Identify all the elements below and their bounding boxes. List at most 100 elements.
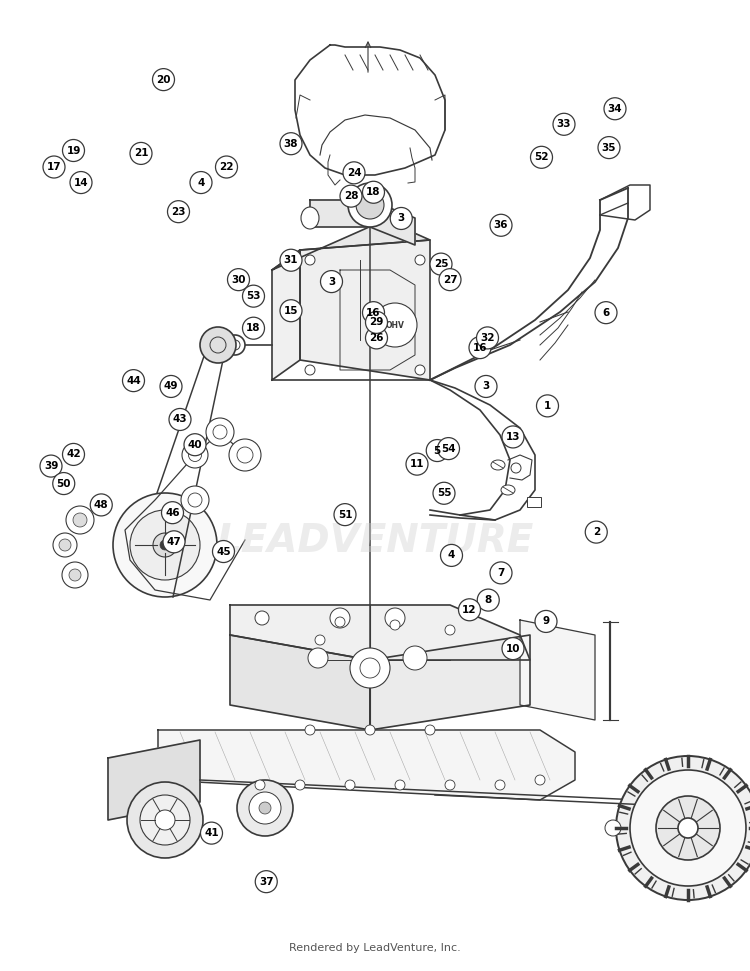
Text: 9: 9 xyxy=(542,617,550,626)
Circle shape xyxy=(616,756,750,900)
Text: 19: 19 xyxy=(66,146,81,155)
Polygon shape xyxy=(158,730,575,800)
Text: 47: 47 xyxy=(166,537,182,547)
Circle shape xyxy=(390,208,412,229)
Circle shape xyxy=(445,780,455,790)
Circle shape xyxy=(206,418,234,446)
Circle shape xyxy=(511,463,521,473)
Circle shape xyxy=(69,569,81,581)
Text: 28: 28 xyxy=(344,191,358,201)
Text: 48: 48 xyxy=(94,500,109,510)
Circle shape xyxy=(343,162,365,184)
Circle shape xyxy=(229,439,261,471)
Text: 49: 49 xyxy=(164,382,178,391)
Circle shape xyxy=(365,725,375,735)
Circle shape xyxy=(215,156,238,178)
Circle shape xyxy=(242,318,265,339)
Text: LEADVENTURE: LEADVENTURE xyxy=(216,521,534,559)
Text: 20: 20 xyxy=(156,75,171,84)
Circle shape xyxy=(90,494,112,516)
Text: 44: 44 xyxy=(126,376,141,385)
Text: 3: 3 xyxy=(482,382,490,391)
Circle shape xyxy=(200,327,236,363)
Text: 54: 54 xyxy=(441,444,456,453)
Circle shape xyxy=(630,770,746,886)
Circle shape xyxy=(406,453,428,475)
Circle shape xyxy=(345,780,355,790)
Circle shape xyxy=(656,796,720,860)
Circle shape xyxy=(340,185,362,207)
Text: 16: 16 xyxy=(366,308,381,318)
Circle shape xyxy=(200,822,223,844)
Circle shape xyxy=(678,818,698,838)
Circle shape xyxy=(320,271,343,292)
Text: 5: 5 xyxy=(433,446,441,455)
Polygon shape xyxy=(230,635,370,730)
Circle shape xyxy=(362,302,385,323)
Text: 41: 41 xyxy=(204,828,219,838)
Text: 26: 26 xyxy=(369,333,384,343)
Circle shape xyxy=(280,133,302,154)
Text: 22: 22 xyxy=(219,162,234,172)
Ellipse shape xyxy=(491,460,505,470)
Circle shape xyxy=(225,335,245,355)
Circle shape xyxy=(169,409,191,430)
Text: OHV: OHV xyxy=(386,320,404,329)
Text: 23: 23 xyxy=(171,207,186,217)
Text: 4: 4 xyxy=(197,178,205,187)
Circle shape xyxy=(305,255,315,265)
Text: 36: 36 xyxy=(494,220,508,230)
Circle shape xyxy=(305,725,315,735)
Text: 8: 8 xyxy=(484,595,492,605)
Circle shape xyxy=(130,510,200,580)
Text: 45: 45 xyxy=(216,547,231,556)
Circle shape xyxy=(495,780,505,790)
Circle shape xyxy=(227,269,250,290)
Circle shape xyxy=(415,255,425,265)
Circle shape xyxy=(476,327,499,349)
Text: 55: 55 xyxy=(436,488,451,498)
Circle shape xyxy=(127,782,203,858)
Circle shape xyxy=(395,780,405,790)
Circle shape xyxy=(425,725,435,735)
Circle shape xyxy=(585,521,608,543)
Circle shape xyxy=(365,312,388,333)
Circle shape xyxy=(237,780,293,836)
Circle shape xyxy=(390,620,400,630)
Circle shape xyxy=(426,440,448,461)
Circle shape xyxy=(415,365,425,375)
Polygon shape xyxy=(300,240,430,380)
Circle shape xyxy=(155,810,175,830)
Circle shape xyxy=(348,183,392,227)
Circle shape xyxy=(280,300,302,321)
Text: 35: 35 xyxy=(602,143,616,152)
Circle shape xyxy=(152,69,175,90)
Text: 16: 16 xyxy=(472,343,488,352)
Circle shape xyxy=(373,303,417,347)
Circle shape xyxy=(295,780,305,790)
Circle shape xyxy=(62,140,85,161)
Circle shape xyxy=(255,611,269,625)
Circle shape xyxy=(433,483,455,504)
Circle shape xyxy=(73,513,87,527)
Circle shape xyxy=(530,147,553,168)
Circle shape xyxy=(181,486,209,514)
Text: 1: 1 xyxy=(544,401,551,411)
Circle shape xyxy=(595,302,617,323)
Circle shape xyxy=(445,625,455,635)
Text: 13: 13 xyxy=(506,432,520,442)
Text: 32: 32 xyxy=(480,333,495,343)
Circle shape xyxy=(53,533,77,557)
Circle shape xyxy=(335,617,345,627)
Text: 25: 25 xyxy=(433,259,448,269)
Circle shape xyxy=(259,802,271,814)
Text: 51: 51 xyxy=(338,510,352,519)
Text: 3: 3 xyxy=(328,277,335,286)
Circle shape xyxy=(350,648,390,688)
Circle shape xyxy=(59,539,71,551)
Text: 43: 43 xyxy=(172,415,188,424)
Text: 4: 4 xyxy=(448,551,455,560)
Ellipse shape xyxy=(501,485,515,495)
Circle shape xyxy=(536,395,559,417)
Circle shape xyxy=(255,780,265,790)
